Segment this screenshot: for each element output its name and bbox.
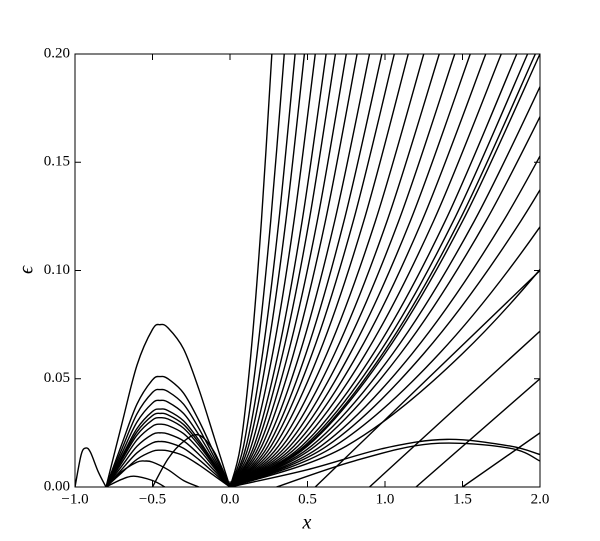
curve	[462, 432, 540, 487]
curve	[229, 54, 337, 487]
curve	[229, 438, 540, 487]
x-tick-label: 1.0	[376, 491, 395, 507]
curve	[229, 54, 273, 487]
curve	[369, 330, 540, 487]
x-tick-label: 1.5	[453, 491, 472, 507]
curve	[229, 54, 395, 487]
curve	[105, 408, 231, 487]
curve	[229, 54, 358, 487]
curve	[229, 188, 540, 487]
curve	[229, 54, 371, 487]
y-tick-label: 0.00	[44, 478, 70, 494]
curve	[229, 54, 347, 487]
curve	[229, 54, 306, 487]
curve	[229, 154, 540, 487]
curve	[229, 268, 540, 487]
curve	[229, 54, 383, 487]
curve	[151, 433, 231, 487]
curve	[105, 388, 231, 487]
curve	[105, 440, 231, 487]
x-tick-label: −1.0	[61, 491, 88, 507]
x-tick-label: −0.5	[139, 491, 166, 507]
y-tick-label: 0.05	[44, 370, 70, 386]
curve	[105, 412, 231, 487]
curve	[75, 447, 107, 487]
curve	[229, 115, 540, 487]
curve	[229, 54, 285, 487]
curve	[229, 85, 540, 487]
curve	[229, 54, 487, 487]
curve	[229, 54, 296, 487]
curve	[105, 475, 166, 487]
curve	[229, 54, 316, 487]
curve	[229, 54, 529, 487]
x-axis-label: x	[302, 512, 312, 534]
curve	[105, 423, 231, 487]
x-tick-label: 0.5	[298, 491, 317, 507]
x-tick-label: 2.0	[531, 491, 550, 507]
curve	[105, 399, 231, 487]
curve	[229, 54, 409, 487]
curve	[229, 54, 540, 487]
y-axis-label: ϵ	[16, 265, 38, 274]
curve	[105, 460, 200, 487]
curve	[229, 54, 518, 487]
y-tick-label: 0.10	[44, 262, 70, 278]
curve	[229, 54, 327, 487]
curve	[229, 54, 502, 487]
y-tick-label: 0.20	[44, 45, 70, 61]
x-tick-label: 0.0	[221, 491, 240, 507]
curve	[229, 54, 425, 487]
curve	[105, 375, 231, 487]
curve	[229, 54, 471, 487]
curve	[229, 54, 440, 487]
curve	[105, 323, 231, 487]
curve	[229, 54, 456, 487]
curve	[229, 225, 540, 487]
plot-lines	[75, 54, 540, 487]
curve	[105, 416, 231, 487]
curve	[276, 442, 540, 487]
y-tick-label: 0.15	[44, 154, 70, 170]
curve	[314, 269, 540, 487]
curve	[105, 432, 231, 487]
curve	[415, 378, 540, 487]
